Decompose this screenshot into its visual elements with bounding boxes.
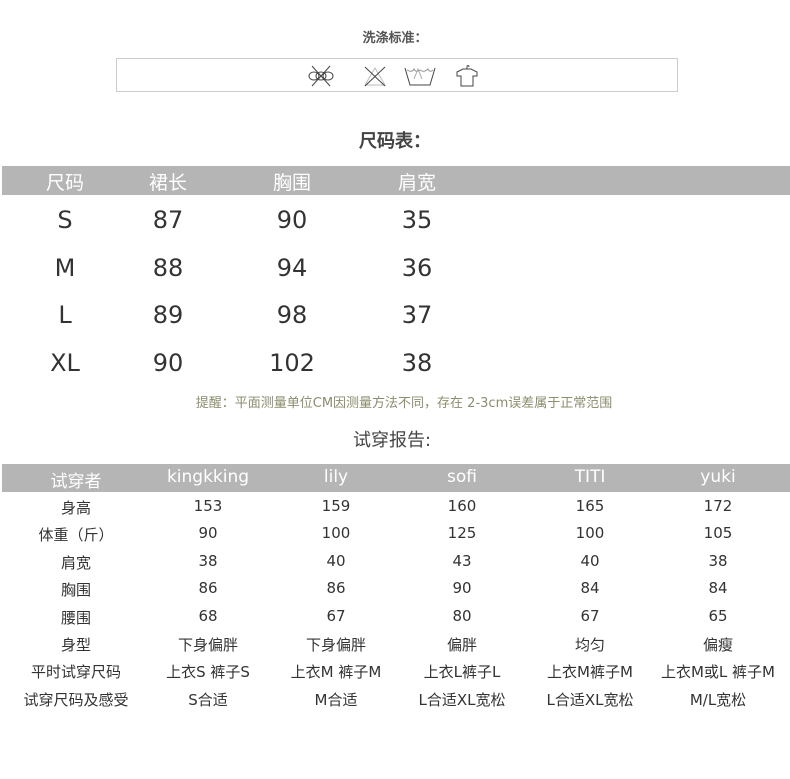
wash-symbols-box: [116, 58, 678, 92]
fit-cell: 160: [447, 497, 477, 515]
fit-cell: 上衣S 裤子S: [166, 663, 250, 682]
fit-cell: M合适: [314, 690, 358, 709]
size-cell: 90: [152, 349, 184, 378]
size-cell: 35: [401, 206, 433, 234]
fit-cell: 159: [321, 497, 351, 515]
size-cell: 90: [276, 206, 308, 234]
size-chart-header: [2, 166, 790, 195]
fit-cell: 上衣L裤子L: [423, 663, 501, 682]
fit-cell: 153: [193, 497, 223, 515]
fit-cell: M/L宽松: [689, 690, 747, 709]
fit-cell: 试穿尺码及感受: [23, 690, 129, 709]
fit-cell: 身高: [60, 499, 92, 517]
fit-cell: 偏胖: [446, 636, 478, 654]
size-cell: 102: [269, 349, 315, 378]
fit-cell: 100: [575, 524, 605, 543]
fit-cell: L合适XL宽松: [418, 690, 506, 709]
fit-cell: 40: [580, 551, 600, 570]
measurement-note: 提醒：平面测量单位CM因测量方法不同，存在 2-3cm误差属于正常范围: [195, 396, 613, 411]
size-cell: XL: [50, 349, 80, 378]
fit-header-cell: lily: [323, 467, 349, 487]
size-cell: M: [54, 253, 76, 282]
fit-cell: 90: [198, 524, 218, 543]
fit-cell: 偏瘦: [702, 636, 734, 654]
size-cell: 89: [152, 301, 184, 330]
size-header-cell: 裙长: [148, 172, 188, 194]
fit-cell: 平时试穿尺码: [30, 663, 122, 682]
fit-cell: 86: [326, 579, 346, 598]
size-chart-title: 尺码表：: [359, 131, 431, 152]
fit-cell: 上衣M或L 裤子M: [660, 663, 776, 682]
size-header-cell: 肩宽: [397, 172, 437, 194]
fit-cell: 胸围: [60, 581, 92, 600]
fit-cell: 肩宽: [60, 553, 92, 572]
wash-title: 洗涤标准：: [362, 31, 428, 46]
no-bleach-icon: [364, 66, 386, 87]
fit-cell: 86: [198, 579, 218, 598]
fit-cell: L合适XL宽松: [546, 690, 634, 709]
size-cell: 94: [276, 253, 308, 282]
fit-header-cell: TITI: [574, 467, 606, 487]
fit-report-header: [2, 464, 790, 492]
fit-cell: 体重（斤）: [38, 526, 114, 545]
size-cell: 37: [401, 301, 433, 330]
hang-dry-icon: [456, 65, 478, 87]
size-cell: 36: [401, 253, 433, 282]
fit-cell: 100: [321, 524, 351, 543]
size-cell: 38: [401, 349, 433, 378]
fit-cell: 38: [198, 551, 218, 570]
fit-cell: 80: [452, 606, 472, 625]
fit-cell: 下身偏胖: [177, 636, 239, 654]
size-cell: S: [57, 206, 73, 234]
fit-cell: 上衣M 裤子M: [290, 663, 382, 682]
fit-cell: 125: [447, 524, 477, 543]
fit-cell: 84: [708, 579, 728, 598]
fit-cell: 172: [703, 497, 733, 515]
fit-header-cell: sofi: [447, 467, 477, 487]
fit-cell: 43: [452, 551, 472, 570]
size-cell: 98: [276, 301, 308, 330]
fit-cell: 105: [703, 524, 733, 543]
fit-cell: 身型: [60, 636, 92, 654]
fit-header-cell: kingkking: [166, 467, 250, 487]
fit-cell: 67: [580, 606, 600, 625]
fit-cell: 165: [575, 497, 605, 515]
fit-cell: 腰围: [60, 608, 92, 627]
fit-cell: 上衣M裤子M: [547, 663, 633, 682]
fit-header-cell: yuki: [700, 467, 736, 487]
no-wring-icon: [308, 65, 334, 87]
fit-cell: 均匀: [574, 636, 606, 654]
fit-report-title: 试穿报告:: [352, 430, 432, 451]
fit-cell: 38: [708, 551, 728, 570]
fit-cell: 84: [580, 579, 600, 598]
fit-cell: 下身偏胖: [305, 636, 367, 654]
size-header-cell: 尺码: [45, 172, 85, 194]
fit-cell: 40: [326, 551, 346, 570]
size-header-cell: 胸围: [272, 172, 312, 194]
size-cell: 87: [152, 206, 184, 234]
fit-header-cell: 试穿者: [50, 472, 102, 492]
hand-wash-icon: [404, 67, 436, 86]
fit-cell: 68: [198, 606, 218, 625]
fit-cell: 67: [326, 606, 346, 625]
fit-cell: 90: [452, 579, 472, 598]
size-cell: L: [58, 301, 72, 330]
size-cell: 88: [152, 253, 184, 282]
fit-cell: 65: [708, 606, 728, 625]
fit-cell: S合适: [188, 690, 228, 709]
